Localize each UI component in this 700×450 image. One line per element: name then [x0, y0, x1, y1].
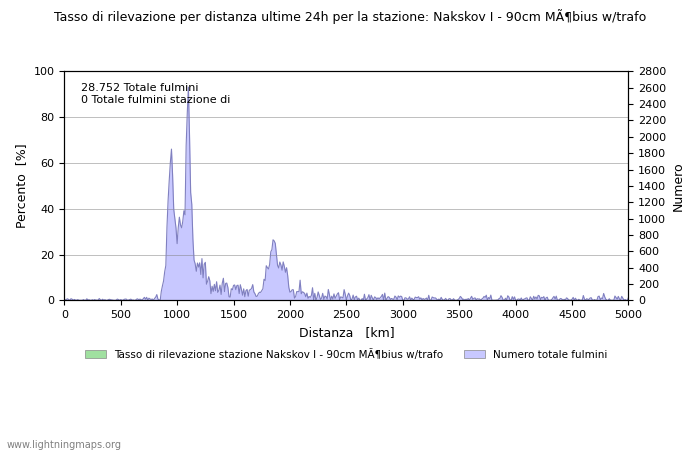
Text: Tasso di rilevazione per distanza ultime 24h per la stazione: Nakskov I - 90cm M: Tasso di rilevazione per distanza ultime… — [54, 9, 646, 24]
Y-axis label: Percento  [%]: Percento [%] — [15, 144, 28, 228]
Legend: Tasso di rilevazione stazione Nakskov I - 90cm MÃ¶bius w/trafo, Numero totale fu: Tasso di rilevazione stazione Nakskov I … — [81, 344, 612, 364]
Text: 28.752 Totale fulmini
0 Totale fulmini stazione di: 28.752 Totale fulmini 0 Totale fulmini s… — [81, 83, 230, 104]
X-axis label: Distanza   [km]: Distanza [km] — [299, 325, 394, 338]
Text: www.lightningmaps.org: www.lightningmaps.org — [7, 440, 122, 450]
Y-axis label: Numero: Numero — [672, 161, 685, 211]
